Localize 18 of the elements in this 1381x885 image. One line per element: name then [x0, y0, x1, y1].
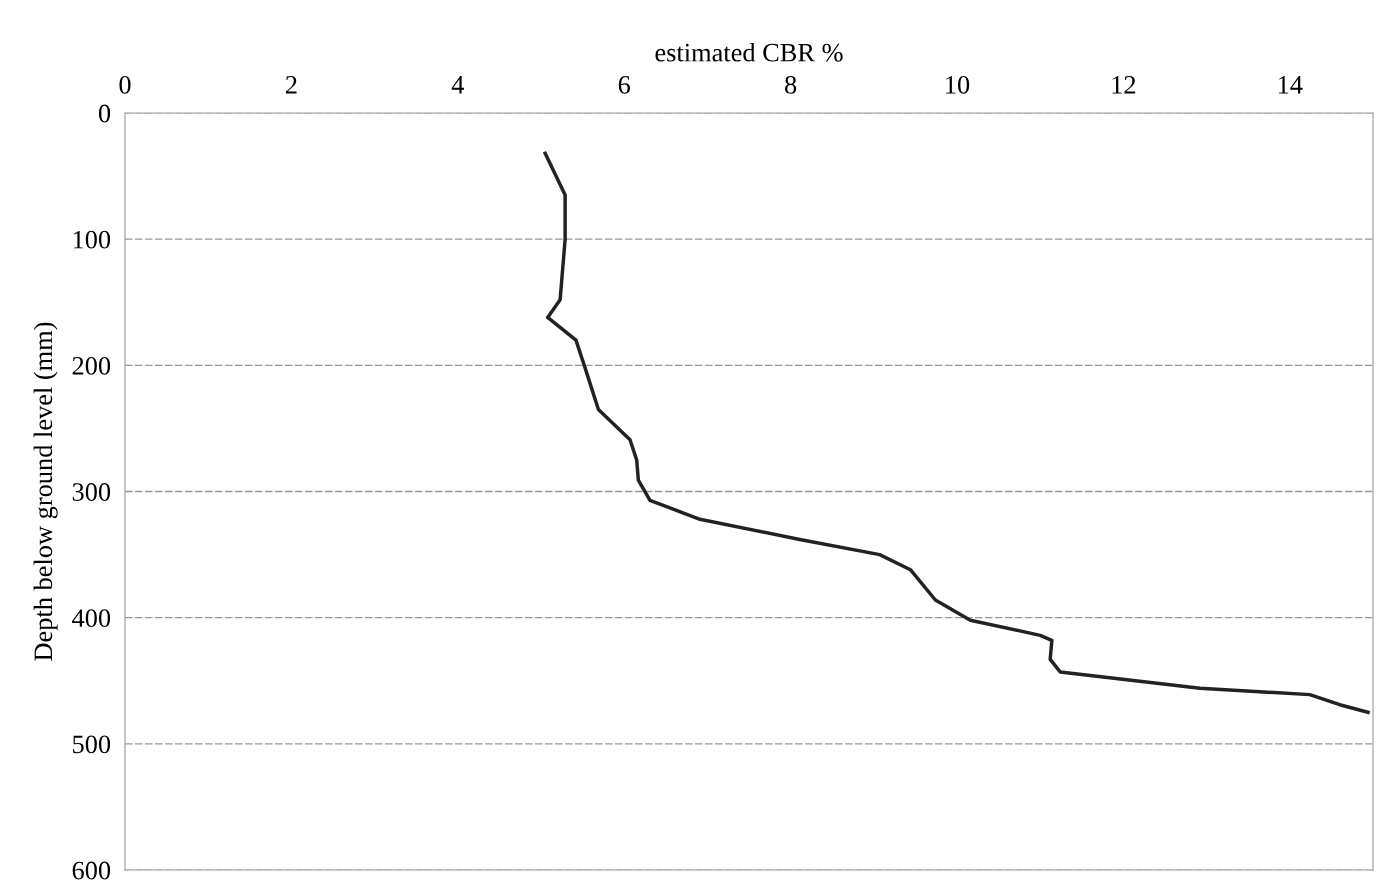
y-tick-label: 400: [72, 609, 111, 628]
y-tick-label: 0: [98, 104, 111, 123]
x-tick-label: 4: [451, 76, 464, 94]
x-tick-label: 0: [119, 75, 131, 94]
x-tick-label: 8: [785, 75, 797, 94]
y-axis-title: Depth below ground level (mm): [33, 322, 58, 661]
x-tick-label: 6: [618, 76, 631, 94]
y-tick-label: 200: [72, 356, 111, 375]
y-tick-label: 500: [73, 735, 111, 754]
y-tick-label: 100: [73, 230, 111, 249]
x-tick-label: 12: [1112, 76, 1136, 94]
x-axis-title: estimated CBR %: [655, 42, 843, 62]
x-tick-label: 2: [285, 76, 297, 94]
y-tick-label: 300: [72, 483, 111, 501]
y-tick-label: 600: [72, 861, 111, 880]
x-tick-label: 14: [1278, 76, 1303, 94]
x-tick-label: 10: [946, 75, 970, 94]
line-series: [543, 151, 1370, 715]
